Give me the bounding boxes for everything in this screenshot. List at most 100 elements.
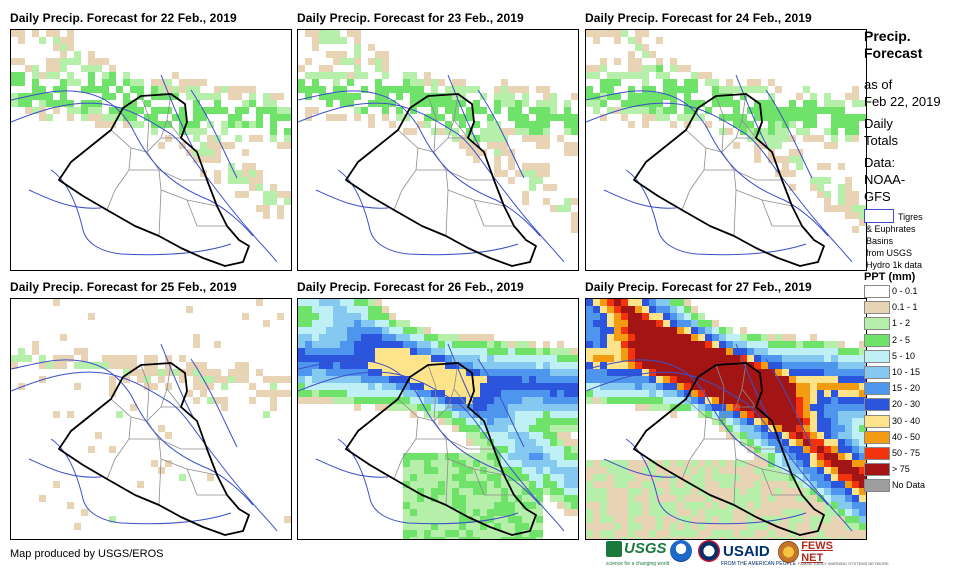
legend-item: 1 - 2 xyxy=(864,315,964,331)
precip-cell xyxy=(368,58,375,65)
precip-cell xyxy=(39,100,46,107)
precip-cell xyxy=(389,369,396,376)
precip-cell xyxy=(53,65,60,72)
precip-cell xyxy=(305,390,312,397)
precip-cell xyxy=(838,362,845,369)
precip-cell xyxy=(340,341,347,348)
precip-cell xyxy=(810,474,817,481)
precip-cell xyxy=(845,121,852,128)
precip-cell xyxy=(354,383,361,390)
precip-cell xyxy=(424,481,431,488)
precip-cell xyxy=(501,495,508,502)
precip-cell xyxy=(642,320,649,327)
precip-cell xyxy=(670,320,677,327)
province-border xyxy=(761,468,802,496)
precip-cell xyxy=(586,341,593,348)
precip-cell xyxy=(593,30,600,37)
precip-cell xyxy=(298,313,305,320)
precip-cell xyxy=(712,383,719,390)
precip-cell xyxy=(782,418,789,425)
precip-cell xyxy=(642,537,649,539)
precip-cell xyxy=(796,390,803,397)
precip-cell xyxy=(333,376,340,383)
precip-cell xyxy=(326,397,333,404)
precip-cell xyxy=(522,348,529,355)
precip-cell xyxy=(130,121,137,128)
precip-cell xyxy=(698,495,705,502)
precip-cell xyxy=(663,93,670,100)
precip-cell xyxy=(550,439,557,446)
precip-cell xyxy=(796,107,803,114)
precip-cell xyxy=(207,397,214,404)
precip-cell xyxy=(691,474,698,481)
precip-cell xyxy=(796,502,803,509)
precip-cell xyxy=(712,418,719,425)
precip-cell xyxy=(221,142,228,149)
province-border xyxy=(715,364,725,422)
precip-cell xyxy=(515,100,522,107)
precip-cell xyxy=(635,306,642,313)
precip-cell xyxy=(186,79,193,86)
precip-cell xyxy=(347,376,354,383)
precip-cell xyxy=(761,135,768,142)
precip-cell xyxy=(256,369,263,376)
precip-cell xyxy=(761,474,768,481)
precip-cell xyxy=(677,537,684,539)
precip-cell xyxy=(550,114,557,121)
precip-cell xyxy=(635,100,642,107)
precip-cell xyxy=(445,355,452,362)
precip-cell xyxy=(305,30,312,37)
precip-cell xyxy=(340,114,347,121)
precip-cell xyxy=(214,86,221,93)
precip-cell xyxy=(494,439,501,446)
precip-cell xyxy=(361,86,368,93)
precip-cell xyxy=(410,411,417,418)
precip-cell xyxy=(740,502,747,509)
precip-cell xyxy=(508,411,515,418)
precip-cell xyxy=(852,523,859,530)
precip-cell xyxy=(768,334,775,341)
precip-cell xyxy=(109,516,116,523)
precip-cell xyxy=(635,516,642,523)
precip-cell xyxy=(600,299,607,306)
legend-item: 10 - 15 xyxy=(864,364,964,380)
precip-cell xyxy=(691,523,698,530)
precip-cell xyxy=(845,397,852,404)
precip-cell xyxy=(817,488,824,495)
precip-cell xyxy=(782,334,789,341)
precip-cell xyxy=(775,334,782,341)
precip-cell xyxy=(452,369,459,376)
precip-cell xyxy=(403,390,410,397)
precip-cell xyxy=(564,481,571,488)
precip-cell xyxy=(326,72,333,79)
precip-cell xyxy=(817,369,824,376)
precip-cell xyxy=(214,142,221,149)
precip-cell xyxy=(571,474,578,481)
precip-cell xyxy=(11,93,18,100)
precip-cell xyxy=(529,474,536,481)
precip-cell xyxy=(487,460,494,467)
precip-cell xyxy=(501,376,508,383)
river-line xyxy=(28,458,102,478)
precip-cell xyxy=(88,72,95,79)
precip-cell xyxy=(571,362,578,369)
precip-cell xyxy=(789,425,796,432)
precip-cell xyxy=(677,488,684,495)
precip-cell xyxy=(81,107,88,114)
legend-item: 40 - 50 xyxy=(864,429,964,445)
precip-cell xyxy=(403,453,410,460)
precip-cell xyxy=(684,523,691,530)
precip-cell xyxy=(838,537,845,539)
precip-cell xyxy=(193,362,200,369)
precip-cell xyxy=(838,418,845,425)
precip-cell xyxy=(312,383,319,390)
precip-cell xyxy=(649,467,656,474)
precip-cell xyxy=(340,348,347,355)
precip-cell xyxy=(487,135,494,142)
precip-cell xyxy=(466,376,473,383)
precip-cell xyxy=(761,432,768,439)
river-line xyxy=(28,189,102,209)
precip-cell xyxy=(557,135,564,142)
precip-cell xyxy=(789,355,796,362)
precip-cell xyxy=(775,369,782,376)
